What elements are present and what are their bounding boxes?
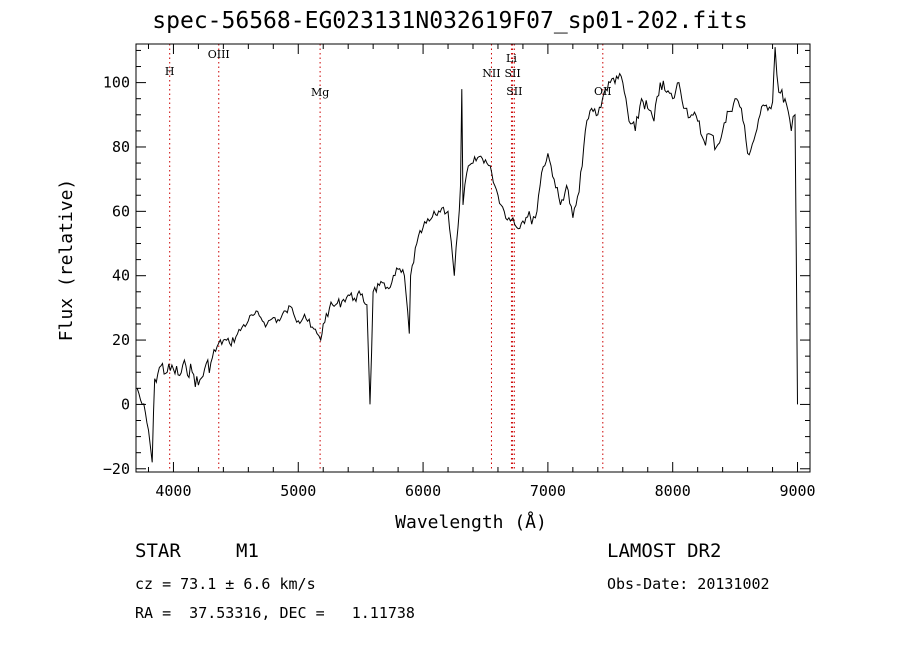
y-tick-label: 100: [103, 74, 130, 92]
y-tick-label: 60: [112, 202, 130, 220]
emission-line-markers: [169, 44, 604, 472]
line-label: Li: [506, 52, 517, 65]
line-label: NII: [482, 67, 500, 80]
x-tick-label: 7000: [530, 482, 566, 500]
line-label: Mg: [311, 86, 329, 99]
x-tick-label: 6000: [405, 482, 441, 500]
chart-title: spec-56568-EG023131N032619F07_sp01-202.f…: [152, 8, 748, 34]
x-axis-label: Wavelength (Å): [395, 511, 547, 533]
axis-ticks: 4000 5000 6000 7000 8000 9000 −20 0 20 40 60 80 100: [103, 44, 816, 500]
x-tick-label: 8000: [655, 482, 691, 500]
observation-date: Obs-Date: 20131002: [607, 575, 770, 593]
y-tick-label: 0: [121, 395, 130, 413]
x-tick-label: 5000: [280, 482, 316, 500]
y-tick-label: −20: [103, 460, 130, 478]
x-tick-label: 4000: [155, 482, 191, 500]
y-tick-label: 40: [112, 267, 130, 285]
x-tick-label: 9000: [779, 482, 815, 500]
line-label: SII: [504, 67, 520, 80]
line-labels: H OIII Mg NII Li SII SII OII: [165, 48, 612, 99]
y-axis-label: Flux (relative): [56, 179, 77, 342]
object-class: STAR: [135, 540, 181, 562]
y-tick-label: 80: [112, 138, 130, 156]
redshift-cz: cz = 73.1 ± 6.6 km/s: [135, 575, 316, 593]
line-label: H: [165, 65, 175, 78]
plot-frame: [135, 43, 811, 473]
y-tick-label: 20: [112, 331, 130, 349]
line-label: SII: [506, 85, 522, 98]
survey-name: LAMOST DR2: [607, 540, 722, 562]
coordinates: RA = 37.53316, DEC = 1.11738: [135, 604, 415, 622]
line-label: OIII: [208, 48, 230, 61]
line-label: OII: [594, 85, 612, 98]
object-subclass: M1: [236, 540, 259, 562]
spectrum-line: [136, 47, 798, 463]
